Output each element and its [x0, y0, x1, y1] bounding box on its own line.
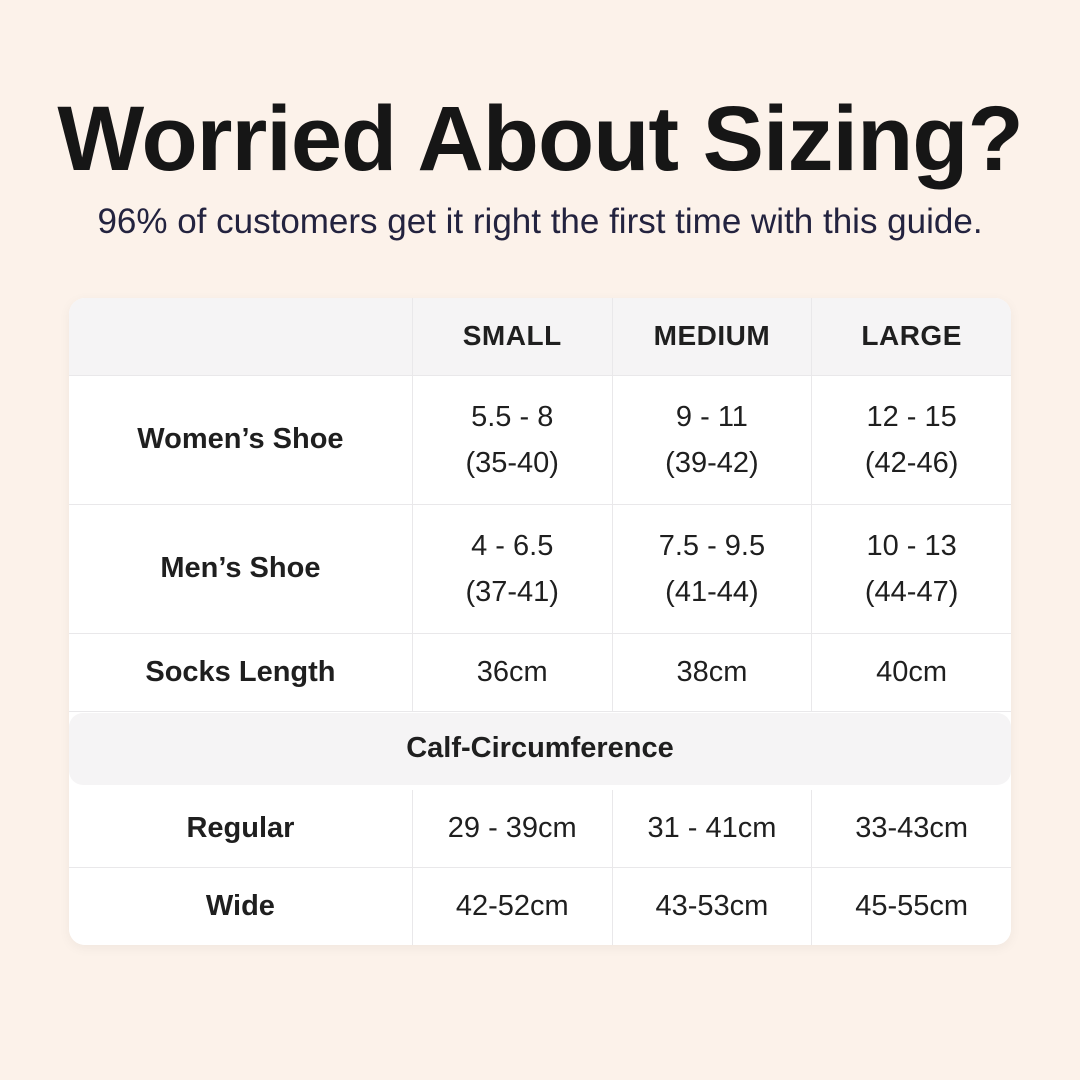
table-cell: 33-43cm [811, 789, 1011, 867]
cell-value-line: (44-47) [864, 575, 959, 608]
table-row-socks-length: Socks Length 36cm 38cm 40cm [69, 632, 1011, 711]
cell-value-line: 29 - 39cm [447, 812, 577, 845]
table-cell: 36cm [411, 633, 612, 711]
cell-value-line: 12 - 15 [866, 400, 957, 433]
cell-value-line: (42-46) [864, 446, 959, 479]
cell-value-line: (37-41) [465, 575, 559, 608]
cell-value-line: 31 - 41cm [647, 812, 777, 845]
table-row-mens-shoe: Men’s Shoe 4 - 6.5 (37-41) 7.5 - 9.5 (41… [69, 503, 1011, 633]
cell-value-line: 42-52cm [455, 890, 569, 923]
page-subtitle: 96% of customers get it right the first … [97, 201, 983, 241]
header-cell-small: SMALL [411, 297, 612, 375]
cell-value-line: 5.5 - 8 [471, 400, 554, 433]
table-cell: 38cm [611, 633, 812, 711]
page-title: Worried About Sizing? [57, 88, 1023, 190]
table-cell: 4 - 6.5 (37-41) [411, 504, 612, 633]
table-row-regular: Regular 29 - 39cm 31 - 41cm 33-43cm [69, 789, 1011, 867]
cell-value-line: 10 - 13 [866, 529, 957, 562]
cell-value-line: 36cm [476, 656, 548, 689]
cell-value-line: 33-43cm [855, 812, 969, 845]
row-label: Women’s Shoe [137, 423, 344, 456]
cell-value-line: (35-40) [465, 446, 559, 479]
size-chart-table: SMALL MEDIUM LARGE Women’s Shoe 5.5 - 8 … [69, 297, 1011, 945]
table-cell: 7.5 - 9.5 (41-44) [611, 504, 812, 633]
cell-value-line: 45-55cm [855, 890, 969, 923]
cell-value-line: (41-44) [665, 575, 759, 608]
cell-value-line: 38cm [676, 656, 748, 689]
calf-section: Calf-Circumference [69, 710, 1011, 790]
table-cell: 29 - 39cm [411, 789, 612, 867]
table-cell: 10 - 13 (44-47) [811, 504, 1011, 633]
row-label: Wide [205, 889, 275, 922]
cell-value-line: 4 - 6.5 [471, 529, 554, 562]
table-cell: 12 - 15 (42-46) [811, 375, 1011, 504]
cell-value-line: 43-53cm [655, 890, 769, 923]
cell-value-line: 7.5 - 9.5 [658, 529, 766, 562]
table-cell: 45-55cm [811, 867, 1011, 945]
row-label: Men’s Shoe [160, 552, 321, 585]
cell-value-line: 40cm [876, 656, 948, 689]
table-row-wide: Wide 42-52cm 43-53cm 45-55cm [69, 866, 1011, 945]
calf-section-header: Calf-Circumference [69, 712, 1011, 785]
table-cell: 43-53cm [611, 867, 812, 945]
table-cell: 9 - 11 (39-42) [611, 375, 812, 504]
table-cell: 42-52cm [411, 867, 612, 945]
row-label: Socks Length [145, 655, 336, 688]
cell-value-line: 9 - 11 [675, 400, 748, 433]
header-cell-empty [69, 298, 412, 375]
table-cell: 31 - 41cm [611, 789, 812, 867]
cell-value-line: (39-42) [665, 446, 759, 479]
table-cell: 5.5 - 8 (35-40) [411, 375, 612, 504]
header-cell-medium: MEDIUM [611, 297, 812, 375]
table-cell: 40cm [811, 633, 1011, 711]
row-label: Regular [186, 811, 295, 844]
table-header-row: SMALL MEDIUM LARGE [69, 297, 1011, 375]
header-cell-large: LARGE [811, 297, 1011, 375]
table-row-womens-shoe: Women’s Shoe 5.5 - 8 (35-40) 9 - 11 (39-… [69, 374, 1011, 504]
